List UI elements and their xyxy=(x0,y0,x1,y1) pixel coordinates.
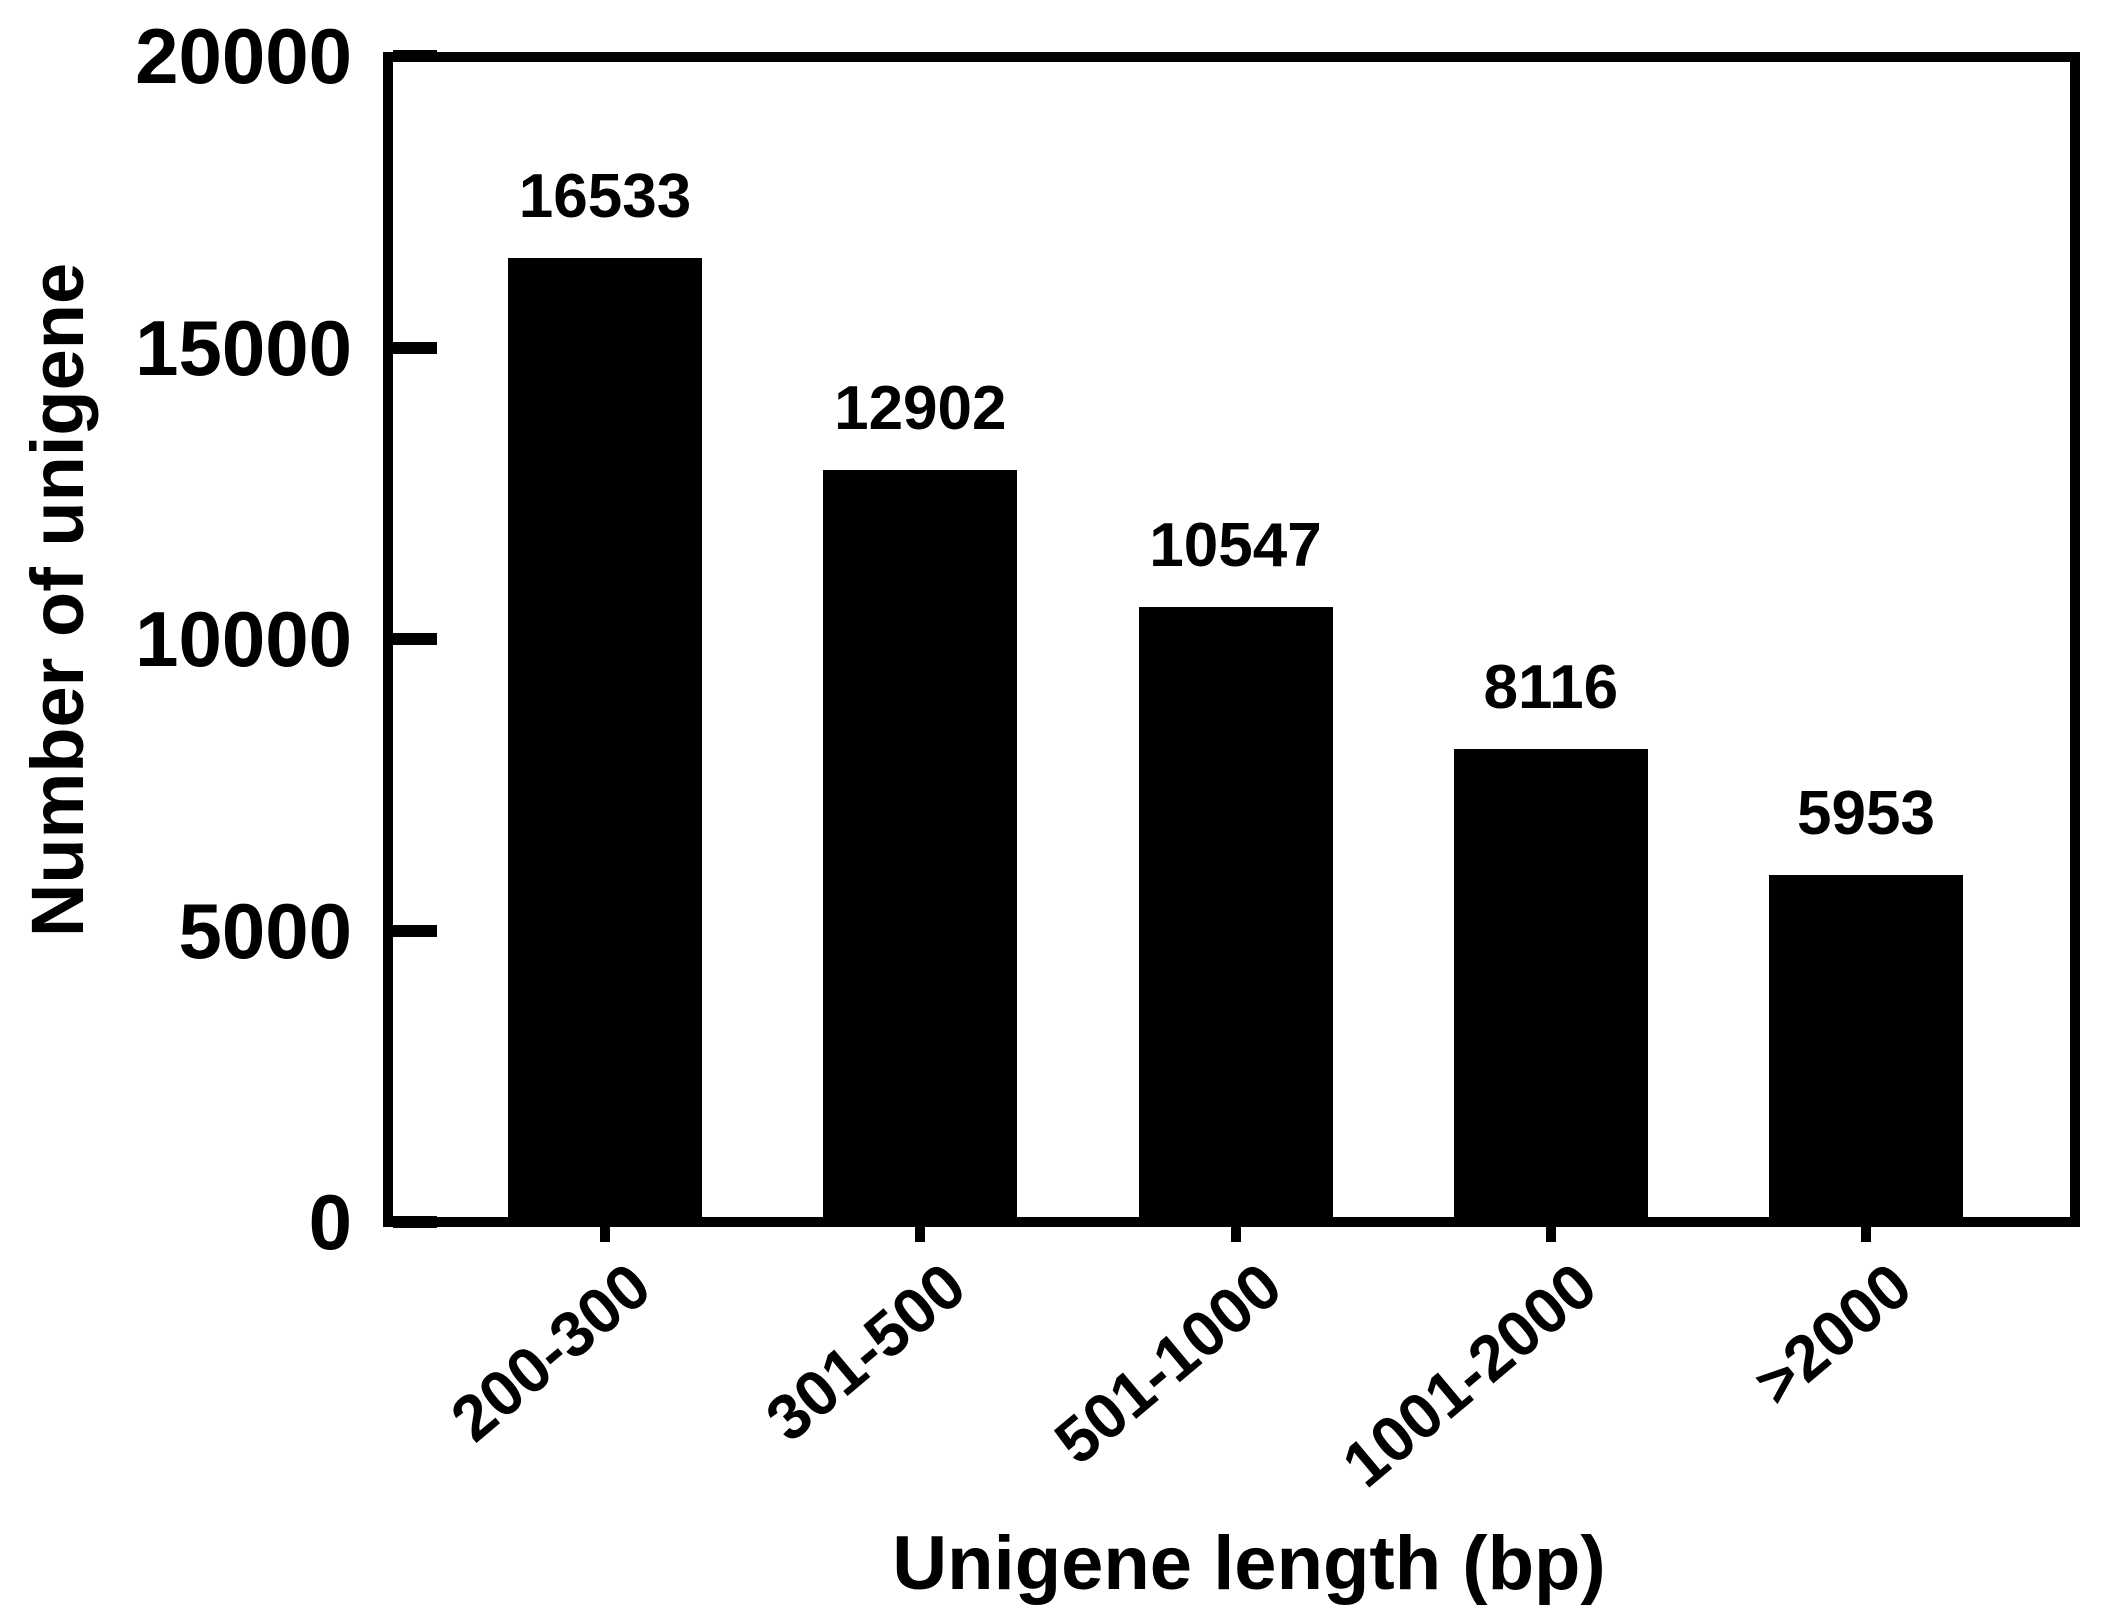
bar xyxy=(508,258,702,1217)
y-tick-label: 5000 xyxy=(178,886,352,975)
bar-value-label: 10547 xyxy=(1149,511,1322,581)
plot-frame xyxy=(383,52,2080,1227)
y-tick-mark xyxy=(393,924,437,937)
x-category-label: 200-300 xyxy=(437,1248,664,1456)
bar-value-label: 5953 xyxy=(1797,778,1935,848)
bar xyxy=(823,469,1018,1217)
y-axis-title: Number of unigene xyxy=(16,262,99,938)
x-tick-mark xyxy=(600,1222,610,1242)
bar xyxy=(1769,874,1963,1217)
x-axis-title: Unigene length (bp) xyxy=(892,1521,1606,1606)
x-tick-mark xyxy=(1230,1222,1241,1242)
x-tick-mark xyxy=(915,1222,926,1242)
y-tick-label: 0 xyxy=(308,1178,352,1266)
y-tick-label: 10000 xyxy=(135,595,352,683)
y-tick-label: 20000 xyxy=(135,12,352,100)
bar-value-label: 8116 xyxy=(1483,652,1619,722)
x-tick-mark xyxy=(1861,1222,1871,1242)
x-category-label: 1001-2000 xyxy=(1328,1248,1610,1501)
y-tick-label: 15000 xyxy=(135,303,352,392)
x-category-label: 301-500 xyxy=(752,1248,980,1456)
x-category-label: >2000 xyxy=(1740,1248,1925,1420)
bar-value-label: 16533 xyxy=(518,162,692,232)
y-tick-mark xyxy=(393,633,437,645)
bar-value-label: 12902 xyxy=(834,373,1007,443)
x-tick-mark xyxy=(1545,1222,1556,1242)
x-category-label: 501-1000 xyxy=(1040,1248,1295,1478)
bar xyxy=(1138,607,1333,1217)
y-tick-mark xyxy=(393,341,437,354)
bar xyxy=(1453,748,1648,1217)
